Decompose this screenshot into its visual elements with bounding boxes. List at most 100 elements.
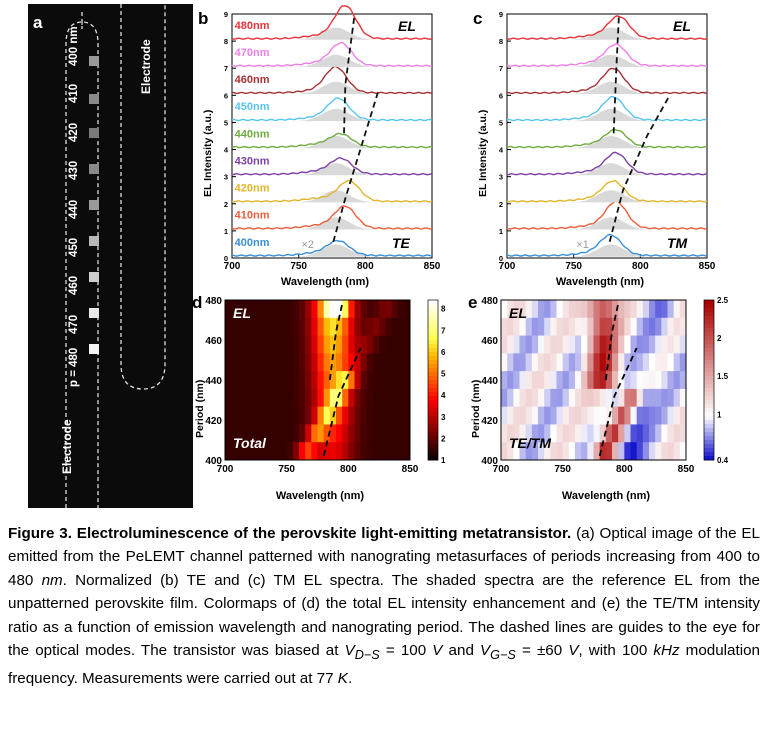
reference-spectrum: [232, 108, 432, 122]
heatmap-cell: [531, 442, 539, 461]
heatmap-cell: [624, 300, 631, 319]
heatmap-cell: [280, 388, 288, 408]
heatmap-cell: [525, 388, 533, 408]
heatmap-cell: [568, 388, 576, 408]
spectrum-line-470nm: [231, 41, 432, 68]
panel-tag-top: EL: [233, 305, 251, 321]
heatmap-cell: [519, 388, 527, 408]
panel-c-letter: c: [473, 9, 482, 28]
heatmap-cell: [538, 442, 545, 461]
panel-d-xlabel: Wavelength (nm): [276, 490, 365, 502]
panel-e: e Period (nm) Wavelength (nm) 700 750 800 8…: [466, 288, 756, 506]
heatmap-cell: [655, 353, 662, 372]
heatmap-cell: [649, 335, 656, 354]
heatmap-cell: [225, 388, 232, 408]
panel-e-letter: e: [468, 293, 477, 312]
heatmap-cell: [667, 442, 675, 461]
colorbar-segment: [704, 304, 714, 309]
heatmap-cell: [348, 300, 355, 319]
colorbar-segment: [428, 344, 438, 349]
spectrum-line-400nm: [506, 233, 708, 257]
series-label: 470nm: [235, 47, 270, 59]
heatmap-cell: [305, 300, 312, 319]
heatmap-cell: [667, 388, 675, 408]
heatmap-cell: [373, 424, 380, 443]
heatmap-cell: [556, 335, 564, 354]
heatmap-cell: [562, 388, 570, 408]
heatmap-cell: [605, 300, 613, 319]
colorbar-tick-label: 5: [441, 370, 446, 379]
colorbar-segment: [428, 360, 438, 365]
heatmap-cell: [243, 424, 251, 443]
heatmap-cell: [317, 317, 325, 337]
heatmap-cell: [354, 335, 362, 354]
heatmap-cell: [336, 371, 343, 390]
heatmap-cell: [636, 424, 644, 443]
emission-spot: [89, 164, 99, 174]
heatmap-cell: [397, 424, 405, 443]
heatmap-cell: [348, 442, 355, 461]
heatmap-cell: [403, 371, 411, 390]
y-tick-label: 460: [205, 336, 222, 347]
heatmap-cell: [403, 335, 411, 354]
heatmap-cell: [231, 442, 238, 461]
heatmap-cell: [299, 388, 306, 408]
caption-var: V: [344, 642, 355, 660]
heatmap-cell: [366, 424, 374, 443]
colorbar-segment: [428, 316, 438, 321]
heatmap-cell: [525, 353, 533, 372]
heatmap-cell: [618, 424, 625, 443]
heatmap-cell: [323, 317, 331, 337]
heatmap-cell: [249, 442, 257, 461]
heatmap-cell: [255, 388, 263, 408]
figure-caption: Figure 3. Electroluminescence of the per…: [8, 522, 760, 691]
colorbar-tick-label: 6: [441, 348, 446, 357]
colorbar-segment: [704, 388, 714, 393]
heatmap-cell: [243, 300, 251, 319]
panel-d-plot-area: 700 750 800 850 480 460 440 420 400 EL Total 8 7 6 5 4 3…: [205, 296, 446, 475]
heatmap-cell: [385, 424, 392, 443]
heatmap-cell: [599, 371, 607, 390]
heatmap-cell: [323, 371, 331, 390]
colorbar-segment: [428, 304, 438, 309]
heatmap-cell: [605, 353, 613, 372]
heatmap-cell: [329, 442, 337, 461]
panel-tag-top: EL: [398, 18, 416, 34]
heatmap-cell: [581, 371, 588, 390]
heatmap-cell: [360, 424, 368, 443]
heatmap-cell: [593, 353, 601, 372]
heatmap-cell: [336, 442, 343, 461]
heatmap-cell: [587, 300, 594, 319]
heatmap-cell: [636, 317, 644, 337]
y-tick-label: 400: [481, 456, 498, 467]
reference-spectrum: [232, 163, 432, 176]
heatmap-cell: [612, 424, 619, 443]
heatmap-cell: [575, 371, 582, 390]
reference-spectrum: [232, 81, 432, 94]
heatmap-cell: [237, 300, 244, 319]
mode-guide-dashed: [598, 347, 638, 457]
y-tick-label: 5: [499, 118, 503, 127]
heatmap-cell: [624, 353, 631, 372]
heatmap-cell: [237, 371, 244, 390]
heatmap-cell: [568, 406, 576, 425]
heatmap-cell: [556, 317, 564, 337]
panel-b: b EL Intensity (a.u.) Wavelength (nm) 70…: [195, 2, 441, 292]
colorbar-segment: [428, 312, 438, 317]
reference-spectrum: [507, 163, 707, 176]
heatmap-cell: [593, 317, 601, 337]
heatmap-cell: [630, 424, 638, 443]
heatmap-cell: [262, 442, 269, 461]
heatmap-cell: [243, 335, 251, 354]
colorbar-segment: [704, 364, 714, 369]
heatmap-cell: [599, 300, 607, 319]
heatmap-cell: [311, 442, 318, 461]
heatmap-cell: [354, 317, 362, 337]
heatmap-cell: [661, 406, 668, 425]
caption-text: , with 100: [578, 642, 654, 660]
heatmap-cell: [679, 335, 687, 354]
colorbar-segment: [428, 348, 438, 353]
heatmap-cell: [274, 371, 281, 390]
heatmap-cell: [550, 406, 557, 425]
heatmap-cell: [373, 371, 380, 390]
